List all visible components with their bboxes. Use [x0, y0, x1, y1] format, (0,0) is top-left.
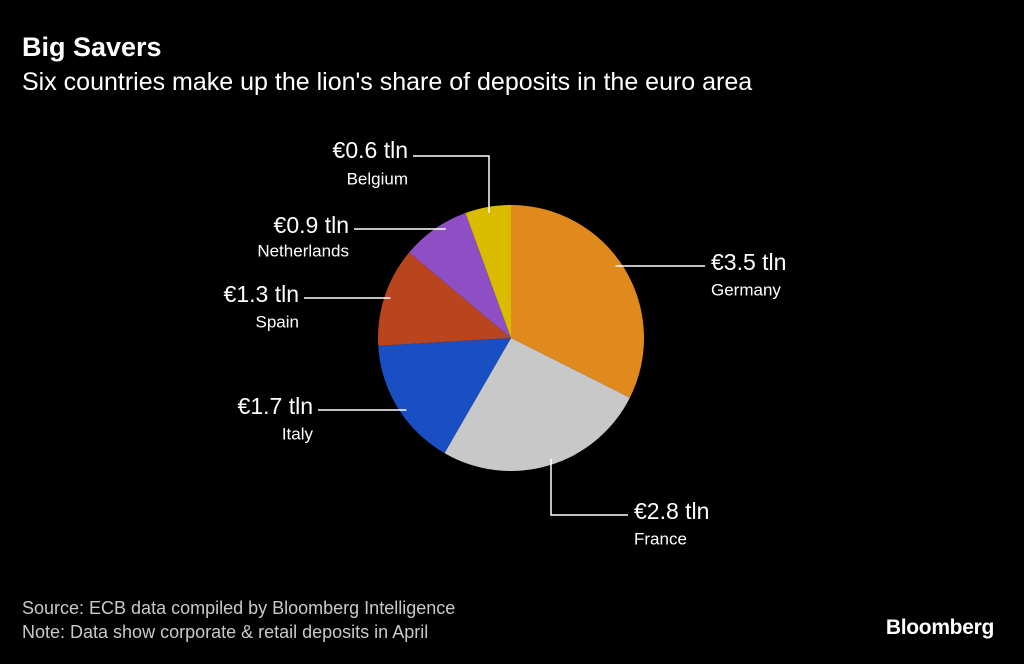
chart-title: Big Savers — [22, 32, 162, 62]
source-note: Source: ECB data compiled by Bloomberg I… — [22, 598, 456, 618]
country-label-spain: Spain — [256, 312, 299, 331]
pie-slice-spain — [378, 252, 511, 346]
chart-subtitle: Six countries make up the lion's share o… — [22, 68, 753, 96]
bloomberg-logo: Bloomberg — [885, 616, 994, 639]
value-label-germany: €3.5 tln — [711, 249, 786, 275]
pie-slice-belgium — [465, 205, 511, 338]
country-label-netherlands: Netherlands — [257, 241, 349, 260]
value-label-spain: €1.3 tln — [224, 281, 299, 307]
leader-line-belgium — [413, 155, 490, 213]
pie-chart: €3.5 tln Germany €2.8 tln France €1.7 tln Ita… — [224, 137, 787, 548]
leader-line-france — [550, 458, 628, 516]
value-label-italy: €1.7 tln — [238, 393, 313, 419]
pie-slice-italy — [378, 338, 511, 454]
value-label-belgium: €0.6 tln — [333, 137, 408, 163]
pie-slice-netherlands — [409, 213, 511, 338]
pie-slice-france — [444, 338, 630, 471]
value-label-france: €2.8 tln — [634, 498, 709, 524]
data-note: Note: Data show corporate & retail depos… — [22, 622, 429, 642]
country-label-france: France — [634, 529, 687, 548]
country-label-germany: Germany — [711, 280, 781, 299]
country-label-italy: Italy — [282, 424, 314, 443]
country-label-belgium: Belgium — [347, 169, 408, 188]
pie-slice-germany — [511, 205, 644, 398]
value-label-netherlands: €0.9 tln — [274, 212, 349, 238]
